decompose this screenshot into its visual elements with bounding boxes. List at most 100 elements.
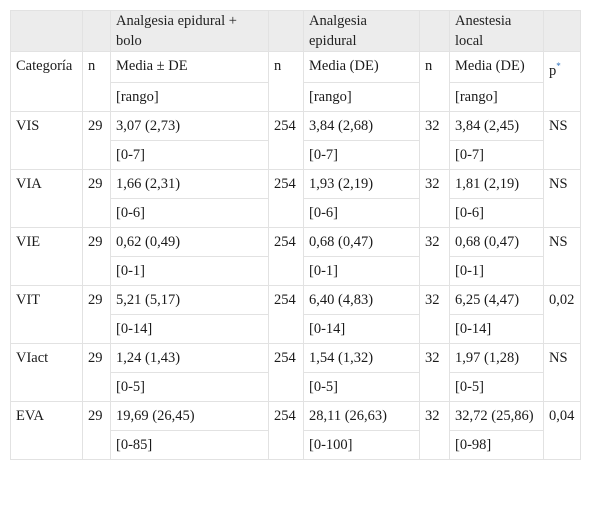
- empty-header-cell: [419, 10, 450, 52]
- group-header-epidural-bolo: Analgesia epidural + bolo: [110, 10, 269, 52]
- cell-n: 32: [419, 169, 450, 228]
- table-row: VIT 29 5,21 (5,17) 254 6,40 (4,83) 32 6,25 (4,…: [10, 285, 581, 344]
- empty-header-cell: [82, 10, 111, 52]
- group-header-row: Analgesia epidural + bolo Analgesia epid…: [10, 10, 581, 52]
- header-media-3: Media (DE): [449, 51, 544, 83]
- cell-p: NS: [543, 227, 581, 286]
- table-row-range: [0-7] [0-7] [0-7]: [11, 140, 581, 170]
- cell-media: 28,11 (26,63): [303, 401, 420, 431]
- cell-n: 254: [268, 285, 304, 344]
- cell-media: 1,97 (1,28): [449, 343, 544, 373]
- cell-rango: [0-6]: [110, 198, 269, 228]
- cell-n: 29: [82, 169, 111, 228]
- header-n-3: n: [419, 51, 450, 112]
- cell-media: 19,69 (26,45): [110, 401, 269, 431]
- empty-header-cell: [10, 10, 83, 52]
- cell-categoria: VIE: [10, 227, 83, 286]
- cell-media: 6,25 (4,47): [449, 285, 544, 315]
- table-row: VIE 29 0,62 (0,49) 254 0,68 (0,47) 32 0,68 (0,…: [10, 227, 581, 286]
- cell-media: 1,54 (1,32): [303, 343, 420, 373]
- table-container: Analgesia epidural + bolo Analgesia epid…: [10, 10, 581, 460]
- cell-n: 29: [82, 227, 111, 286]
- cell-rango: [0-14]: [449, 314, 544, 344]
- cell-p: NS: [543, 111, 581, 170]
- cell-n: 32: [419, 401, 450, 460]
- cell-media: 3,84 (2,68): [303, 111, 420, 141]
- cell-media: 0,68 (0,47): [303, 227, 420, 257]
- cell-n: 29: [82, 343, 111, 402]
- cell-n: 254: [268, 111, 304, 170]
- cell-p: NS: [543, 343, 581, 402]
- cell-p: 0,02: [543, 285, 581, 344]
- header-p-label: p: [549, 62, 557, 79]
- subheader-rango-row: [rango] [rango] [rango]: [11, 82, 581, 112]
- cell-media: 1,81 (2,19): [449, 169, 544, 199]
- table-row: VIA 29 1,66 (2,31) 254 1,93 (2,19) 32 1,81 (2,…: [10, 169, 581, 228]
- cell-media: 32,72 (25,86): [449, 401, 544, 431]
- empty-header-cell: [268, 10, 304, 52]
- cell-n: 32: [419, 111, 450, 170]
- header-rango-3: [rango]: [449, 82, 544, 112]
- cell-rango: [0-14]: [303, 314, 420, 344]
- cell-n: 32: [419, 285, 450, 344]
- cell-p: 0,04: [543, 401, 581, 460]
- cell-rango: [0-100]: [303, 430, 420, 460]
- cell-media: 0,68 (0,47): [449, 227, 544, 257]
- cell-rango: [0-5]: [303, 372, 420, 402]
- subheader-row: Categoría n Media ± DE n Media (DE) n Me…: [10, 51, 581, 112]
- cell-n: 29: [82, 401, 111, 460]
- results-table: Analgesia epidural + bolo Analgesia epid…: [10, 10, 581, 460]
- table-row-range: [0-6] [0-6] [0-6]: [11, 198, 581, 228]
- table-row: VIS 29 3,07 (2,73) 254 3,84 (2,68) 32 3,84 (2,…: [10, 111, 581, 170]
- cell-n: 254: [268, 343, 304, 402]
- cell-media: 1,93 (2,19): [303, 169, 420, 199]
- cell-rango: [0-7]: [110, 140, 269, 170]
- header-media-1: Media ± DE: [110, 51, 269, 83]
- cell-n: 254: [268, 401, 304, 460]
- cell-categoria: VIA: [10, 169, 83, 228]
- header-media-2: Media (DE): [303, 51, 420, 83]
- cell-rango: [0-98]: [449, 430, 544, 460]
- cell-categoria: VIact: [10, 343, 83, 402]
- cell-rango: [0-85]: [110, 430, 269, 460]
- cell-n: 32: [419, 343, 450, 402]
- cell-rango: [0-7]: [303, 140, 420, 170]
- cell-rango: [0-7]: [449, 140, 544, 170]
- table-row-range: [0-85] [0-100] [0-98]: [11, 430, 581, 460]
- header-n-2: n: [268, 51, 304, 112]
- cell-media: 1,66 (2,31): [110, 169, 269, 199]
- table-row: VIact 29 1,24 (1,43) 254 1,54 (1,32) 32 1,97 (…: [10, 343, 581, 402]
- cell-media: 6,40 (4,83): [303, 285, 420, 315]
- cell-categoria: VIS: [10, 111, 83, 170]
- cell-p: NS: [543, 169, 581, 228]
- cell-n: 29: [82, 111, 111, 170]
- cell-media: 3,84 (2,45): [449, 111, 544, 141]
- cell-media: 1,24 (1,43): [110, 343, 269, 373]
- cell-rango: [0-1]: [110, 256, 269, 286]
- header-rango-2: [rango]: [303, 82, 420, 112]
- group-header-epidural: Analgesia epidural: [303, 10, 420, 52]
- cell-rango: [0-14]: [110, 314, 269, 344]
- cell-n: 32: [419, 227, 450, 286]
- cell-n: 254: [268, 169, 304, 228]
- cell-rango: [0-1]: [303, 256, 420, 286]
- cell-rango: [0-6]: [449, 198, 544, 228]
- cell-categoria: VIT: [10, 285, 83, 344]
- group-header-anestesia-local: Anestesia local: [449, 10, 544, 52]
- header-categoria: Categoría: [10, 51, 83, 112]
- cell-rango: [0-5]: [449, 372, 544, 402]
- footnote-link[interactable]: *: [556, 61, 561, 71]
- cell-rango: [0-5]: [110, 372, 269, 402]
- cell-media: 5,21 (5,17): [110, 285, 269, 315]
- cell-categoria: EVA: [10, 401, 83, 460]
- table-row: EVA 29 19,69 (26,45) 254 28,11 (26,63) 32 32,7…: [10, 401, 581, 460]
- cell-n: 254: [268, 227, 304, 286]
- header-rango-1: [rango]: [110, 82, 269, 112]
- cell-rango: [0-1]: [449, 256, 544, 286]
- cell-media: 0,62 (0,49): [110, 227, 269, 257]
- cell-n: 29: [82, 285, 111, 344]
- empty-header-cell: [543, 10, 581, 52]
- cell-media: 3,07 (2,73): [110, 111, 269, 141]
- header-n-1: n: [82, 51, 111, 112]
- header-p: p*: [543, 51, 581, 112]
